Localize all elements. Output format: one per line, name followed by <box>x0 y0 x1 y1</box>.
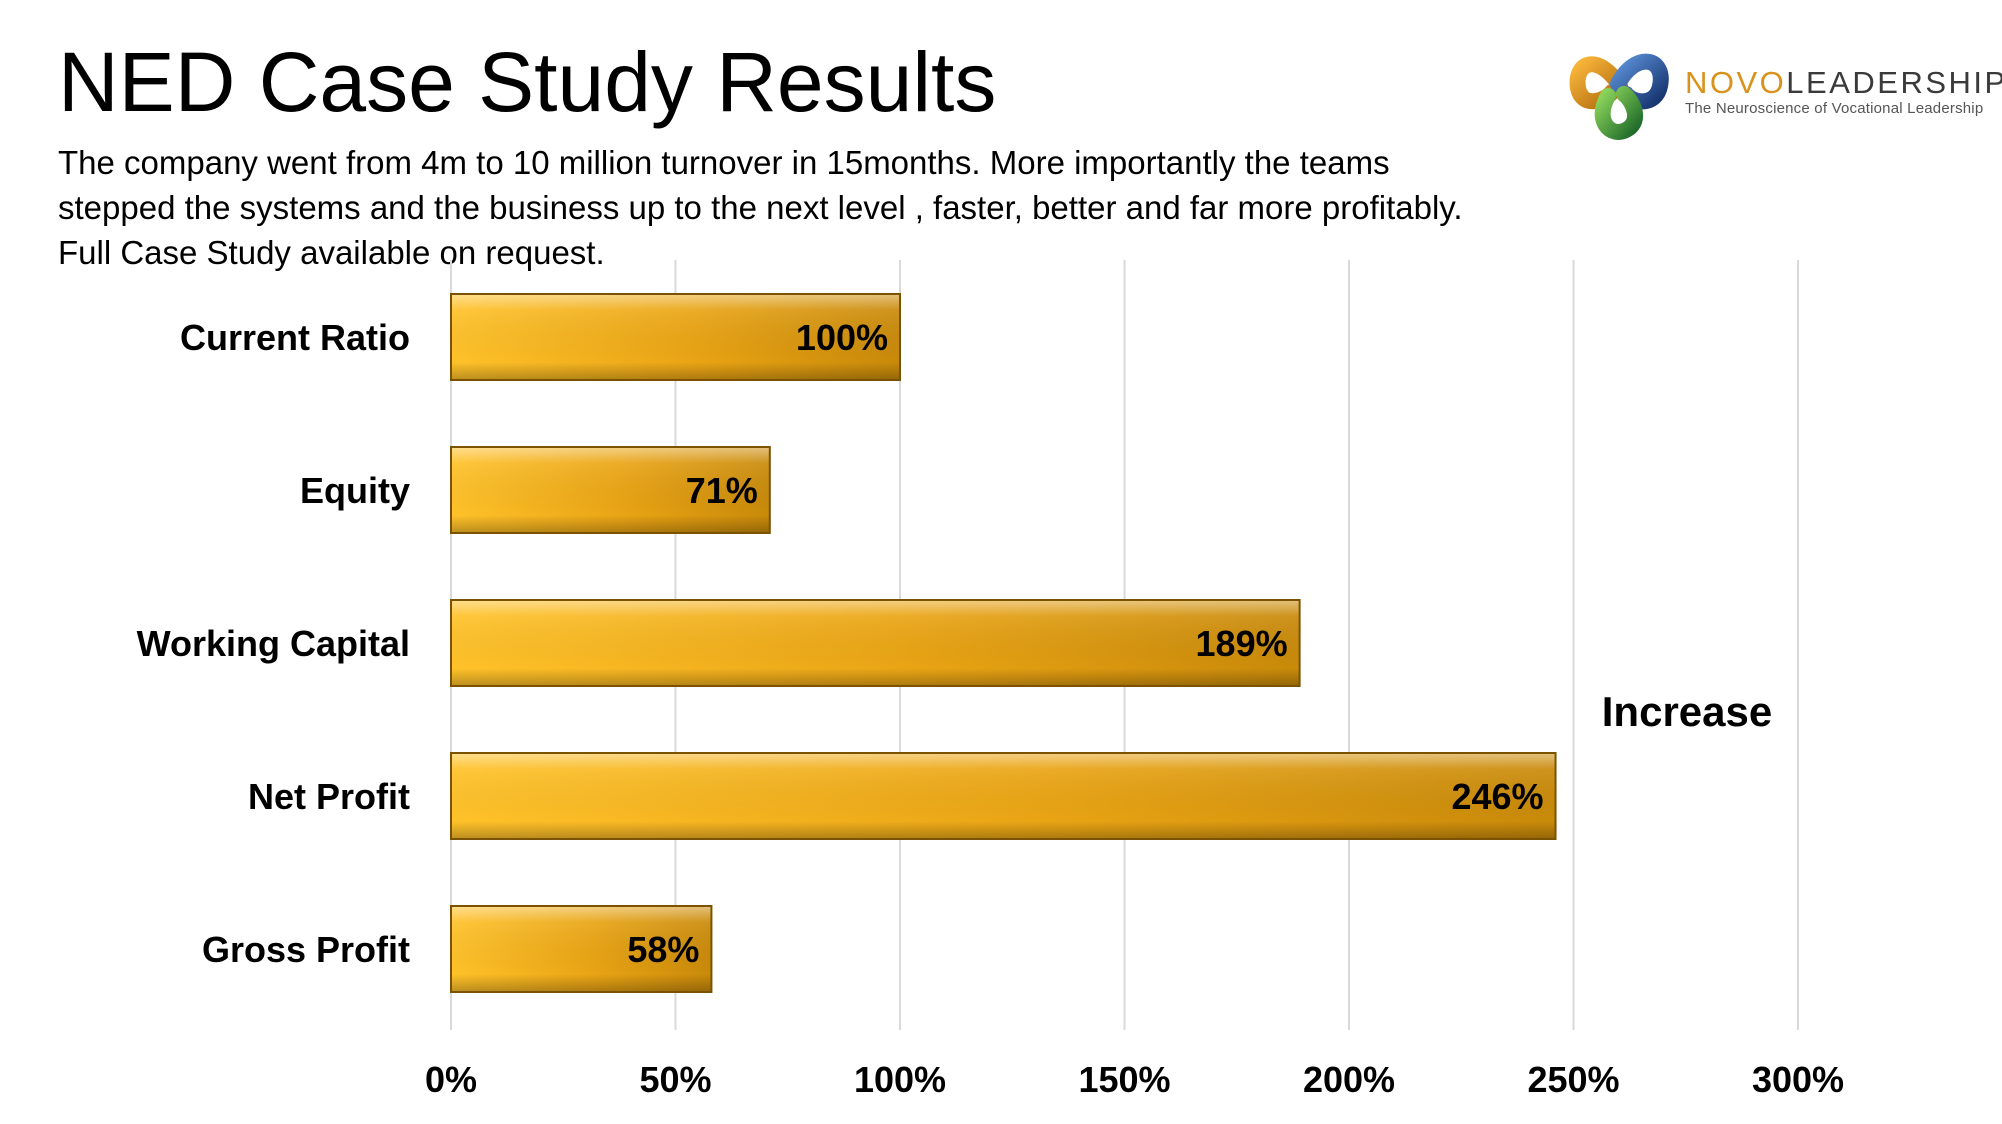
bar-value-label: 71% <box>686 470 758 511</box>
x-tick-label: 300% <box>1752 1059 1844 1100</box>
novoleadership-logo: NOVOLEADERSHIP The Neuroscience of Vocat… <box>1568 44 2002 140</box>
x-tick-label: 100% <box>854 1059 946 1100</box>
description-line: Full Case Study available on request. <box>58 234 605 271</box>
knot-logo-icon <box>1569 53 1669 140</box>
bar-value-label: 246% <box>1451 776 1543 817</box>
category-labels: Current Ratio Equity Working Capital Net Pr… <box>137 317 410 970</box>
bar-group: 71% <box>450 446 771 534</box>
bar-bevel <box>452 295 899 379</box>
bar-group: 100% <box>450 293 901 381</box>
increase-annotation: Increase <box>1602 688 1772 735</box>
bar-group: 58% <box>450 905 713 993</box>
logo-name: NOVOLEADERSHIP <box>1685 66 2002 100</box>
bar-bevel <box>452 754 1555 838</box>
x-axis-tick-labels: 0% 50% 100% 150% 200% 250% 300% <box>425 1059 1844 1100</box>
category-label: Working Capital <box>137 623 410 664</box>
logo-text: NOVOLEADERSHIP The Neuroscience of Vocat… <box>1685 66 2002 118</box>
x-tick-label: 150% <box>1078 1059 1170 1100</box>
x-tick-label: 200% <box>1303 1059 1395 1100</box>
description-line: The company went from 4m to 10 million t… <box>58 144 1390 181</box>
category-label: Net Profit <box>248 776 410 817</box>
category-label: Current Ratio <box>180 317 410 358</box>
bar-bevel <box>452 907 711 991</box>
description-line: stepped the systems and the business up … <box>58 189 1463 226</box>
bar-bevel <box>452 448 769 532</box>
slide-description: The company went from 4m to 10 million t… <box>58 140 1618 275</box>
x-tick-label: 0% <box>425 1059 477 1100</box>
x-tick-label: 250% <box>1527 1059 1619 1100</box>
bar-value-label: 58% <box>627 929 699 970</box>
bar-group: 246% <box>450 752 1557 840</box>
logo-name-leadership: LEADERSHIP <box>1786 65 2002 100</box>
bar-group: 189% <box>450 599 1301 687</box>
logo-tagline: The Neuroscience of Vocational Leadershi… <box>1685 100 1984 117</box>
x-tick-label: 50% <box>639 1059 711 1100</box>
bars: 100% 71% 189% 246% 58% <box>450 293 1557 993</box>
bar-value-label: 189% <box>1196 623 1288 664</box>
category-label: Gross Profit <box>202 929 410 970</box>
bar-value-label: 100% <box>796 317 888 358</box>
bar-bevel <box>452 601 1299 685</box>
slide-title: NED Case Study Results <box>58 35 997 129</box>
category-label: Equity <box>300 470 410 511</box>
logo-name-novo: NOVO <box>1685 65 1787 100</box>
